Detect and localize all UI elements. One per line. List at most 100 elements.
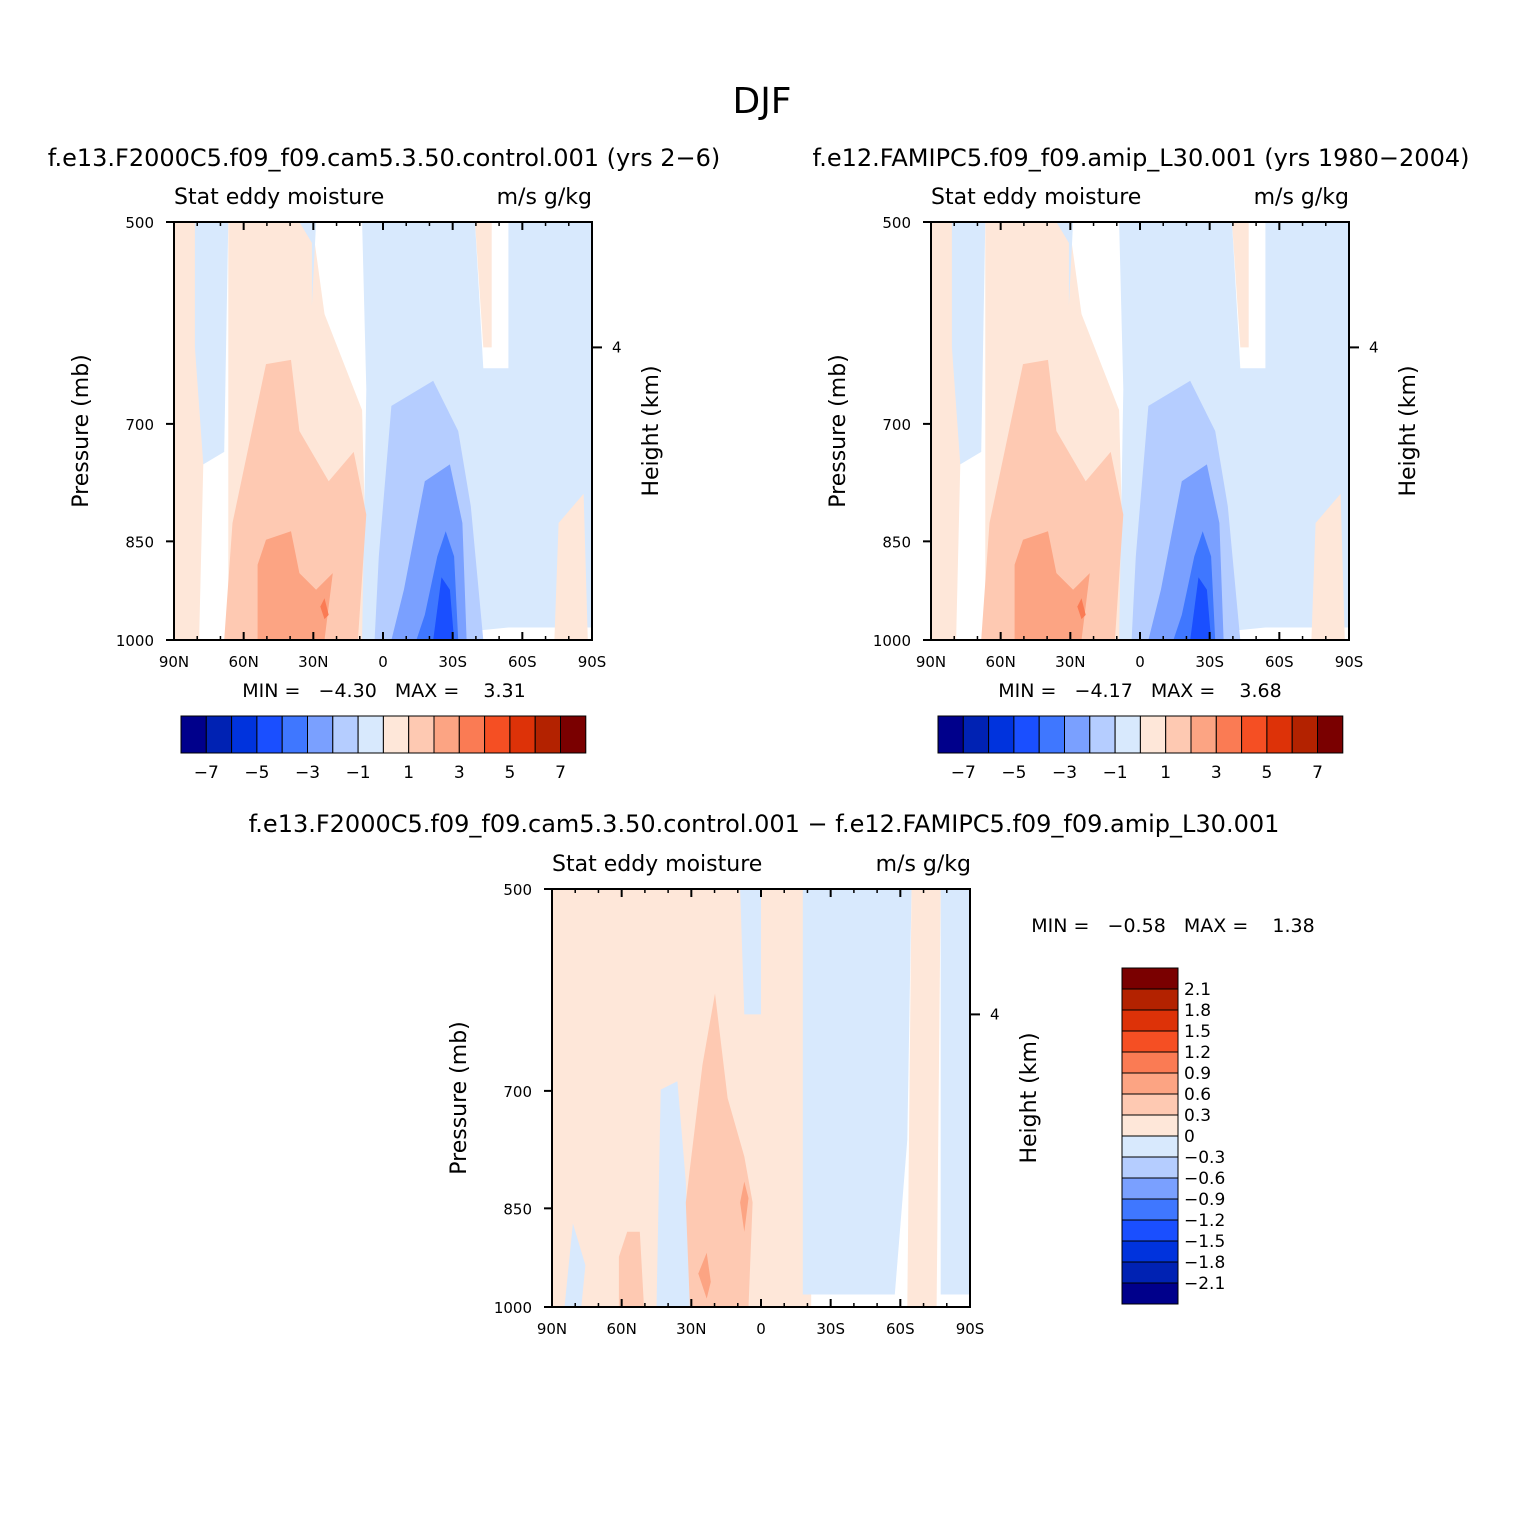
difference-y-tick-label-3: 1000	[494, 1299, 532, 1317]
control-y-tick-label-2: 850	[125, 533, 154, 551]
colorbar-diff-label-9: −0.6	[1184, 1169, 1225, 1189]
colorbar-diff-label-6: 0.3	[1184, 1106, 1211, 1126]
colorbar-1-box-2	[988, 715, 1015, 754]
amip-x-tick-label-0: 90N	[916, 653, 946, 671]
amip-x-tick-label-3: 0	[1135, 653, 1145, 671]
panel-control-units-label: m/s g/kg	[497, 185, 592, 210]
difference-x-tick-label-1: 60N	[607, 1320, 637, 1338]
colorbar-0-box-7	[357, 715, 384, 754]
colorbar-0-label-7: 7	[555, 763, 566, 783]
amip-height-axis-title: Height (km)	[1396, 365, 1421, 496]
difference-contour-region-8	[618, 1231, 644, 1307]
difference-contour-region-5	[564, 1223, 586, 1307]
colorbar-0-label-4: 1	[403, 763, 414, 783]
control-contour-region-2	[194, 222, 229, 465]
colorbar-0-box-14	[534, 715, 562, 754]
colorbar-diff-label-3: 1.2	[1184, 1043, 1211, 1063]
difference-contour-region-4	[656, 1081, 690, 1307]
colorbar-diff-box-15	[1121, 1282, 1179, 1305]
colorbar-1-box-9	[1165, 715, 1192, 754]
panel-amip: f.e12.FAMIPC5.f09_f09.amip_L30.001 (yrs …	[813, 144, 1470, 702]
panel-difference-variable-label: Stat eddy moisture	[552, 852, 762, 877]
colorbar-0-label-0: −7	[194, 763, 219, 783]
panel-control-stats: MIN = −4.30 MAX = 3.31	[242, 680, 525, 702]
colorbar-0-box-9	[408, 715, 435, 754]
colorbar-1-box-14	[1291, 715, 1318, 754]
colorbar-0-label-1: −5	[244, 763, 269, 783]
colorbar-1-box-5	[1064, 715, 1091, 754]
colorbar-difference: 2.11.81.51.20.90.60.30−0.3−0.6−0.9−1.2−1…	[1121, 967, 1225, 1305]
colorbar-1-label-6: 5	[1261, 763, 1272, 783]
colorbar-0-label-6: 5	[504, 763, 515, 783]
colorbar-control: −7 −5 −3 −1 1 3 5 7	[180, 715, 587, 783]
colorbar-0-box-11	[458, 715, 486, 754]
control-height-axis-title: Height (km)	[639, 365, 664, 496]
control-x-tick-label-6: 90S	[578, 653, 607, 671]
colorbar-diff-label-7: 0	[1184, 1127, 1195, 1147]
colorbar-1-box-15	[1317, 715, 1344, 754]
colorbar-1-label-3: −1	[1103, 763, 1128, 783]
amip-contour-region-5	[1232, 222, 1249, 348]
colorbar-diff-box-4	[1121, 1051, 1179, 1074]
control-y-tick-label-0: 500	[125, 214, 154, 232]
control-contour-region-8	[257, 531, 333, 640]
colorbar-0-box-12	[484, 715, 511, 754]
colorbar-1-box-4	[1038, 715, 1065, 754]
colorbar-0-box-2	[231, 715, 258, 754]
colorbar-diff-box-12	[1121, 1219, 1179, 1242]
colorbar-1-label-5: 3	[1211, 763, 1222, 783]
amip-x-tick-label-2: 30N	[1055, 653, 1085, 671]
colorbar-1-label-7: 7	[1312, 763, 1323, 783]
colorbar-0-box-4	[281, 715, 309, 754]
colorbar-diff-box-0	[1121, 967, 1179, 990]
control-contour-region-9	[320, 598, 329, 620]
colorbar-diff-box-8	[1121, 1135, 1179, 1158]
panel-difference-stats: MIN = −0.58 MAX = 1.38	[1031, 915, 1314, 937]
colorbar-diff-label-13: −1.8	[1184, 1253, 1225, 1273]
difference-contour-region-10	[698, 1252, 711, 1299]
panel-difference-plot: 90N 60N 30N 0 30S 60S 90S 500 700 850 1000 4 Pressur…	[447, 881, 1042, 1338]
difference-y-axis-title: Pressure (mb)	[447, 1021, 472, 1175]
difference-contour-region-1	[907, 889, 941, 1307]
difference-x-tick-label-6: 90S	[956, 1320, 985, 1338]
colorbar-diff-label-10: −0.9	[1184, 1190, 1225, 1210]
amip-y-tick-label-1: 700	[882, 416, 911, 434]
amip-x-tick-label-4: 30S	[1195, 653, 1224, 671]
colorbar-0-label-3: −1	[346, 763, 371, 783]
amip-y-tick-label-2: 850	[882, 533, 911, 551]
panel-difference-case-title: f.e13.F2000C5.f09_f09.cam5.3.50.control.…	[249, 810, 1280, 838]
amip-contour-region-9	[1077, 598, 1086, 620]
colorbar-1-box-0	[937, 715, 964, 754]
colorbar-0-box-5	[307, 715, 334, 754]
figure-title: DJF	[732, 81, 791, 122]
colorbar-diff-box-14	[1121, 1261, 1179, 1284]
difference-contour-region-9	[740, 1181, 749, 1232]
panel-control-variable-label: Stat eddy moisture	[174, 185, 384, 210]
colorbar-1-label-0: −7	[951, 763, 976, 783]
difference-x-tick-label-4: 30S	[816, 1320, 845, 1338]
colorbar-diff-box-7	[1121, 1114, 1179, 1137]
control-y-tick-label-3: 1000	[116, 632, 154, 650]
control-x-tick-label-1: 60N	[229, 653, 259, 671]
control-x-tick-label-2: 30N	[298, 653, 328, 671]
colorbar-diff-label-14: −2.1	[1184, 1274, 1225, 1294]
colorbar-0-box-8	[382, 715, 410, 754]
difference-contour-region-2	[802, 889, 912, 1295]
difference-contour-region-3	[940, 889, 970, 1295]
difference-x-tick-label-2: 30N	[676, 1320, 706, 1338]
colorbar-1-box-8	[1139, 715, 1167, 754]
colorbar-diff-box-13	[1121, 1240, 1179, 1263]
panel-control-case-title: f.e13.F2000C5.f09_f09.cam5.3.50.control.…	[48, 144, 721, 172]
colorbar-diff-label-0: 2.1	[1184, 980, 1211, 1000]
panel-amip-variable-label: Stat eddy moisture	[931, 185, 1141, 210]
colorbar-diff-label-1: 1.8	[1184, 1001, 1211, 1021]
colorbar-1-box-3	[1013, 715, 1040, 754]
amip-contour-region-3	[1056, 222, 1074, 306]
difference-x-tick-label-3: 0	[756, 1320, 766, 1338]
control-contour-region-5	[475, 222, 492, 348]
difference-contour-region-6	[740, 889, 761, 1015]
amip-contour-region-6	[1311, 493, 1345, 640]
difference-y-tick-label-1: 700	[503, 1083, 532, 1101]
panel-difference-units-label: m/s g/kg	[876, 852, 971, 877]
